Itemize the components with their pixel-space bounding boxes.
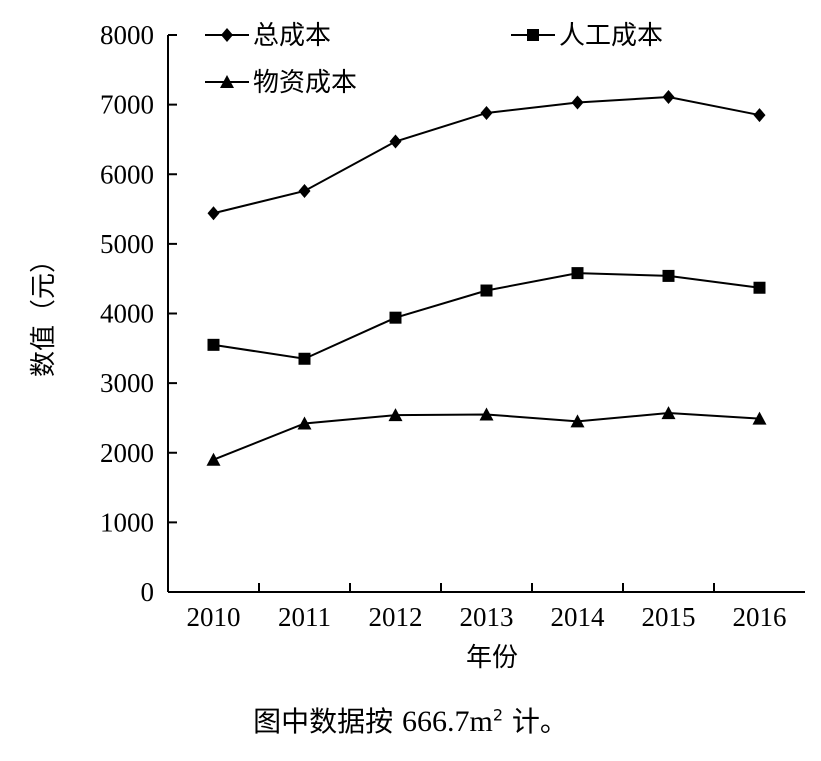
x-axis-ticks: 2010 2011 2012 2013 2014 2015 2016	[187, 583, 787, 632]
y-axis-ticks: 0 1000 2000 3000 4000 5000 6000 7000 8000	[100, 20, 177, 607]
x-tick-label: 2011	[278, 602, 331, 632]
y-tick-label: 4000	[100, 299, 154, 329]
y-tick-label: 1000	[100, 507, 154, 537]
legend-item: 总成本	[205, 21, 331, 51]
x-tick-label: 2010	[187, 602, 241, 632]
caption-number: 666.7m	[401, 705, 493, 738]
y-tick-label: 6000	[100, 159, 154, 189]
data-point	[662, 269, 675, 282]
data-point	[661, 406, 676, 420]
series-diamond	[207, 89, 766, 221]
data-point	[752, 411, 767, 425]
legend-marker	[220, 75, 234, 88]
data-point	[480, 284, 493, 297]
legend-label: 总成本	[253, 21, 331, 51]
caption-superscript: 2	[492, 705, 504, 725]
legend-marker	[221, 28, 233, 42]
y-tick-label: 0	[141, 577, 155, 607]
caption-suffix: 计。	[511, 705, 568, 738]
data-point	[297, 416, 312, 430]
data-point	[480, 105, 493, 120]
figure-caption: 图中数据按 666.7m2 计。	[0, 700, 821, 740]
data-point	[753, 281, 766, 294]
data-point	[571, 267, 584, 280]
data-point	[389, 311, 402, 324]
data-point	[571, 95, 584, 110]
x-tick-label: 2012	[369, 602, 423, 632]
x-tick-label: 2014	[551, 602, 606, 632]
data-point	[662, 89, 675, 104]
data-point	[753, 108, 766, 123]
x-tick-label: 2016	[733, 602, 787, 632]
legend-label: 物资成本	[253, 68, 357, 98]
x-tick-label: 2015	[642, 602, 696, 632]
y-tick-label: 2000	[100, 438, 154, 468]
data-point	[389, 134, 402, 149]
x-tick-label: 2013	[460, 602, 514, 632]
legend-marker	[527, 29, 539, 41]
caption-prefix: 图中数据按	[253, 705, 394, 738]
y-axis-label: 数值（元）	[29, 247, 59, 377]
y-tick-label: 7000	[100, 90, 154, 120]
data-point	[298, 352, 311, 365]
data-point	[207, 206, 220, 221]
legend-item: 物资成本	[205, 68, 357, 98]
data-point	[207, 338, 220, 351]
series-square	[207, 267, 766, 365]
data-point	[570, 414, 585, 428]
y-tick-label: 8000	[100, 20, 154, 50]
series-layer	[206, 89, 767, 466]
data-point	[479, 407, 494, 421]
y-tick-label: 5000	[100, 229, 154, 259]
legend-item: 人工成本	[511, 21, 663, 51]
data-point	[298, 183, 311, 198]
data-point	[206, 452, 221, 466]
data-point	[388, 408, 403, 422]
legend-label: 人工成本	[559, 21, 663, 51]
x-axis-label: 年份	[466, 643, 518, 673]
y-tick-label: 3000	[100, 368, 154, 398]
series-triangle	[206, 406, 767, 466]
